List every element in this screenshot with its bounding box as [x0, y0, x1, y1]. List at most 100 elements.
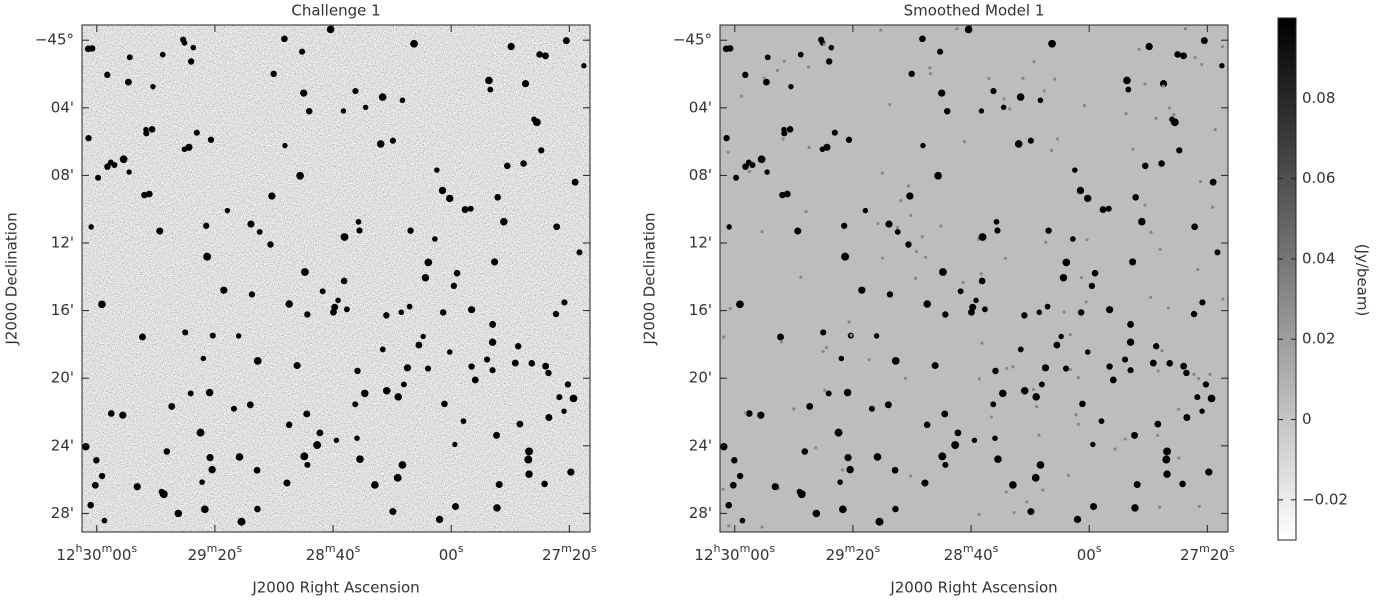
source	[493, 431, 500, 439]
source	[383, 312, 390, 319]
source	[938, 452, 947, 461]
source	[845, 136, 853, 143]
y-tick-label: 16'	[689, 301, 712, 319]
source	[352, 401, 359, 408]
source	[410, 39, 418, 48]
source	[352, 88, 359, 95]
source	[1020, 386, 1029, 395]
x-tick-label: 12h30m00s	[56, 542, 137, 564]
source	[326, 25, 335, 34]
source	[1105, 205, 1112, 212]
source	[999, 389, 1007, 398]
source	[406, 303, 413, 310]
source	[491, 258, 499, 266]
source	[182, 329, 189, 336]
source	[515, 343, 522, 350]
source	[488, 338, 497, 346]
source	[1132, 194, 1139, 201]
source	[862, 207, 869, 214]
source	[461, 206, 469, 214]
source	[1032, 393, 1040, 401]
source	[979, 272, 983, 276]
source	[899, 199, 903, 203]
source	[203, 252, 212, 261]
source	[206, 454, 214, 462]
source	[382, 386, 391, 395]
source	[957, 288, 964, 295]
source	[1062, 258, 1071, 267]
source	[1123, 437, 1127, 441]
source	[301, 268, 309, 276]
source	[977, 512, 981, 516]
x-tick-label: 27m20s	[1180, 542, 1235, 564]
source	[125, 78, 132, 86]
source	[235, 453, 244, 461]
source	[942, 311, 949, 318]
source	[1180, 52, 1187, 60]
source	[742, 163, 749, 170]
source	[1213, 128, 1217, 132]
source	[1183, 414, 1191, 421]
source	[1122, 356, 1129, 363]
source	[1124, 112, 1128, 116]
source	[1076, 422, 1080, 426]
y-tick-label: 24'	[689, 436, 712, 454]
source	[794, 227, 802, 235]
source	[571, 178, 579, 186]
source	[254, 505, 261, 513]
source	[831, 129, 838, 136]
source	[1053, 77, 1057, 81]
colorbar	[1277, 17, 1297, 541]
source	[1138, 217, 1146, 226]
source	[736, 472, 744, 480]
source	[493, 504, 501, 512]
source	[1199, 408, 1205, 414]
source	[200, 355, 207, 362]
source	[552, 310, 560, 318]
source	[1076, 376, 1080, 380]
source	[962, 140, 967, 144]
source	[906, 184, 911, 188]
source	[468, 363, 475, 370]
source	[1193, 55, 1197, 60]
source	[764, 169, 770, 175]
source	[1084, 300, 1088, 304]
source	[1042, 89, 1046, 93]
source	[207, 136, 215, 143]
source	[209, 332, 216, 339]
source	[150, 83, 156, 90]
source	[468, 306, 476, 314]
source	[1153, 343, 1160, 350]
source	[356, 455, 364, 463]
source	[1207, 394, 1216, 403]
source	[330, 308, 337, 316]
x-axis-label: J2000 Right Ascension	[251, 579, 419, 597]
source	[119, 155, 128, 164]
source	[924, 255, 928, 259]
source	[906, 192, 914, 200]
source	[1205, 468, 1213, 476]
source	[542, 362, 550, 370]
source	[205, 388, 214, 397]
source	[1143, 203, 1147, 207]
source	[1109, 376, 1117, 384]
source	[739, 94, 744, 98]
source	[1027, 508, 1035, 516]
source	[964, 25, 973, 34]
source	[545, 369, 552, 377]
source	[581, 62, 587, 69]
source	[1106, 306, 1114, 314]
source	[931, 362, 939, 370]
source	[780, 340, 784, 344]
source	[356, 227, 363, 234]
source	[771, 483, 779, 491]
source	[725, 501, 732, 509]
source	[941, 410, 949, 418]
source	[1079, 275, 1084, 280]
y-tick-label: −45°	[673, 31, 712, 49]
source	[1070, 236, 1076, 242]
source	[525, 447, 533, 456]
source	[1158, 505, 1162, 509]
source	[107, 410, 115, 417]
source	[1158, 248, 1162, 252]
